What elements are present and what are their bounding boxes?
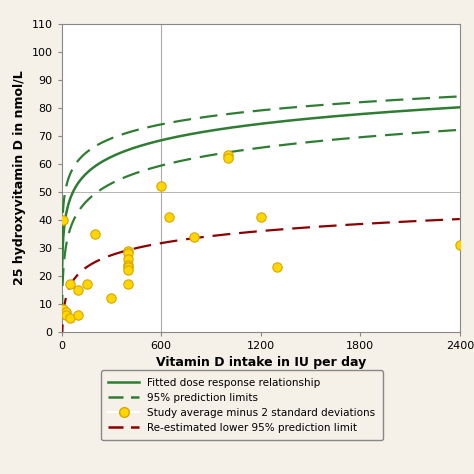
Point bbox=[456, 241, 464, 249]
Point bbox=[66, 314, 74, 321]
Point bbox=[165, 213, 173, 221]
Point bbox=[124, 255, 132, 263]
Point bbox=[66, 281, 74, 288]
Point bbox=[60, 306, 67, 313]
Point bbox=[62, 309, 70, 316]
Point bbox=[224, 152, 231, 159]
Point bbox=[191, 233, 198, 240]
Point bbox=[273, 264, 281, 271]
Point bbox=[124, 250, 132, 257]
Point bbox=[124, 266, 132, 274]
X-axis label: Vitamin D intake in IU per day: Vitamin D intake in IU per day bbox=[155, 356, 366, 369]
Legend: Fitted dose response relationship, 95% prediction limits, Study average minus 2 : Fitted dose response relationship, 95% p… bbox=[100, 371, 383, 440]
Point bbox=[91, 230, 99, 237]
Point bbox=[82, 281, 90, 288]
Point bbox=[224, 155, 231, 162]
Y-axis label: 25 hydroxyvitamin D in nmol/L: 25 hydroxyvitamin D in nmol/L bbox=[13, 70, 26, 285]
Point bbox=[157, 182, 165, 190]
Point bbox=[124, 264, 132, 271]
Point bbox=[74, 311, 82, 319]
Point bbox=[124, 281, 132, 288]
Point bbox=[62, 311, 70, 319]
Point bbox=[124, 247, 132, 255]
Point bbox=[74, 286, 82, 293]
Point bbox=[60, 216, 67, 224]
Point bbox=[108, 294, 115, 302]
Point bbox=[257, 213, 264, 221]
Point bbox=[124, 261, 132, 268]
